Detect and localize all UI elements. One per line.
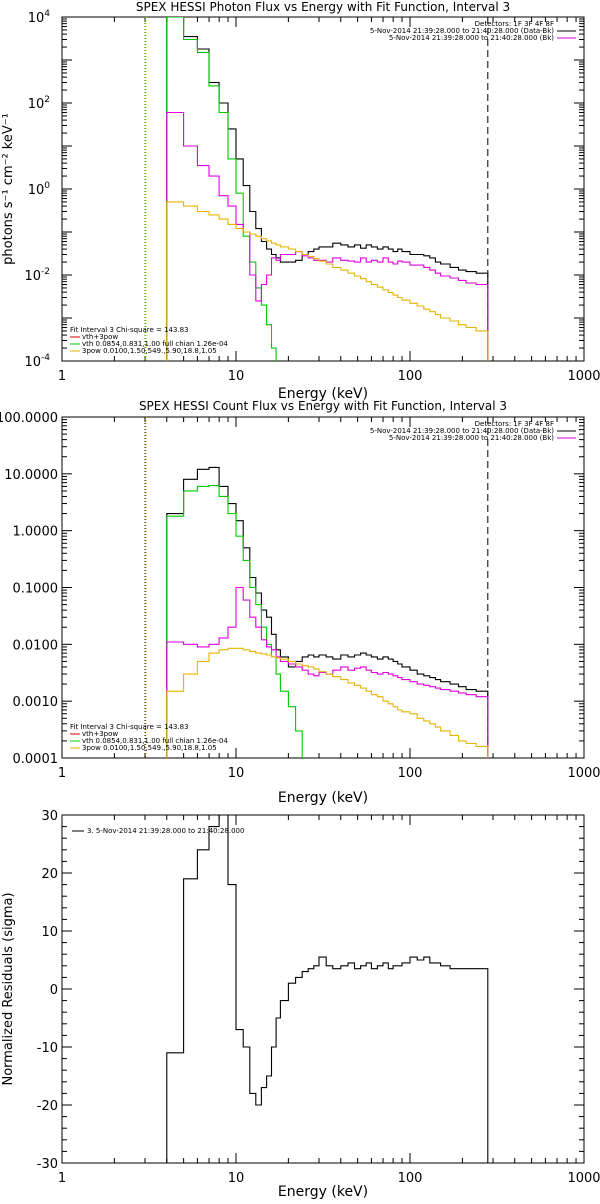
x-tick-label: 100 [398, 369, 423, 384]
y-tick-label: 100.0000 [0, 411, 58, 426]
residuals-panel: 1 10 100 1000 -30 -20 -10 0 10 20 30 Energy (keV) No… [1, 809, 600, 1200]
legend-entry: 5-Nov-2014 21:39:28.000 to 21:40:28.000 … [389, 34, 554, 42]
photon-flux-panel: 1 10 100 1000 10-4 10-2 100 102 104 SPEX HESSI Ph… [1, 0, 600, 402]
series-line [166, 466, 489, 758]
x-tick-label: 10 [228, 369, 245, 384]
plot-frame [61, 416, 585, 759]
x-axis-label: Energy (keV) [278, 790, 368, 806]
y-tick-label: 10-2 [24, 267, 50, 284]
legend-entry: 5-Nov-2014 21:39:28.000 to 21:40:28.000 … [389, 434, 554, 442]
plot-frame [61, 16, 585, 362]
y-tick-label: 104 [28, 9, 51, 26]
y-tick-label: 1.0000 [13, 525, 59, 540]
y-tick-exponent: 0 [44, 181, 50, 191]
x-tick-label: 100 [398, 1171, 423, 1186]
legend-entry: 5-Nov-2014 21:39:28.000 to 21:40:28.000 … [370, 427, 554, 435]
x-axis-label: Energy (keV) [278, 1184, 368, 1200]
y-tick-label: 10 [41, 925, 58, 940]
legend-entry: vth+3pow [82, 333, 118, 341]
y-tick-label: 20 [41, 867, 58, 882]
y-tick-label: -10 [37, 1041, 58, 1056]
series-line [166, 201, 489, 361]
legend-entry: vth+3pow [82, 730, 118, 738]
x-tick-label: 1000 [567, 766, 600, 781]
y-tick-exponent: -4 [41, 353, 50, 363]
x-tick-label: 1000 [567, 369, 600, 384]
y-tick-label: 0.0001 [13, 752, 59, 767]
y-tick-label: 30 [41, 809, 58, 824]
y-tick-exponent: -2 [41, 267, 50, 277]
chart-title: SPEX HESSI Photon Flux vs Energy with Fi… [136, 0, 510, 14]
y-tick-label: 0.0010 [13, 695, 59, 710]
y-tick-exponent: 4 [44, 9, 50, 19]
x-tick-label: 1 [58, 766, 66, 781]
x-tick-label: 1 [58, 1171, 66, 1186]
x-tick-label: 1000 [567, 1171, 600, 1186]
series-line [166, 111, 489, 361]
series-line [166, 815, 489, 1163]
y-axis-label: photons s⁻¹ cm⁻² keV⁻¹ [1, 113, 16, 265]
y-tick-exponent: 2 [44, 95, 50, 105]
series-line [166, 586, 489, 758]
y-tick-label: -30 [37, 1157, 58, 1172]
legend-entry: Detectors: 1F 3F 4F 8F [475, 20, 554, 28]
x-tick-label: 10 [228, 1171, 245, 1186]
count-flux-panel: 1 10 100 1000 0.0001 0.0010 0.0100 0.1000 1.0000… [0, 399, 600, 806]
y-tick-label: 0.1000 [13, 582, 59, 597]
y-tick-label: 10-4 [24, 353, 50, 370]
legend-entry: 3pow 0.0100,1.50,549.,5.90,18.8,1.05 [82, 744, 217, 752]
y-axis-label: Normalized Residuals (sigma) [1, 892, 16, 1085]
series-line [166, 647, 489, 758]
y-tick-label: 0 [50, 983, 58, 998]
legend-entry: Fit Interval 3 Chi-square = 143.83 [70, 326, 189, 334]
plot-frame [61, 814, 585, 1164]
x-axis-label: Energy (keV) [278, 386, 368, 402]
y-tick-label: 10.0000 [4, 468, 58, 483]
y-tick-label: -20 [37, 1099, 58, 1114]
series-line [166, 17, 277, 361]
legend-entry: vth 0.0854,0.831,1.00 full chian 1.26e-0… [82, 737, 228, 745]
legend-entry: Detectors: 1F 3F 4F 8F [475, 420, 554, 428]
x-tick-label: 10 [228, 766, 245, 781]
series-line [166, 485, 303, 758]
legend-entry: 5-Nov-2014 21:39:28.000 to 21:40:28.000 … [370, 27, 554, 35]
legend-entry: 3. 5-Nov-2014 21:39:28.000 to 21:40:28.0… [87, 827, 244, 835]
y-tick-label: 100 [28, 181, 51, 198]
series-line [166, 17, 489, 361]
y-tick-label: 0.0100 [13, 638, 59, 653]
legend-entry: Fit Interval 3 Chi-square = 143.83 [70, 723, 189, 731]
chart-title: SPEX HESSI Count Flux vs Energy with Fit… [139, 399, 507, 413]
x-tick-label: 1 [58, 369, 66, 384]
legend-entry: 3pow 0.0100,1.50,549.,5.90,18.8,1.05 [82, 347, 217, 355]
legend-entry: vth 0.0854,0.831,1.00 full chian 1.26e-0… [82, 340, 228, 348]
x-tick-label: 100 [398, 766, 423, 781]
y-tick-label: 102 [28, 95, 50, 112]
